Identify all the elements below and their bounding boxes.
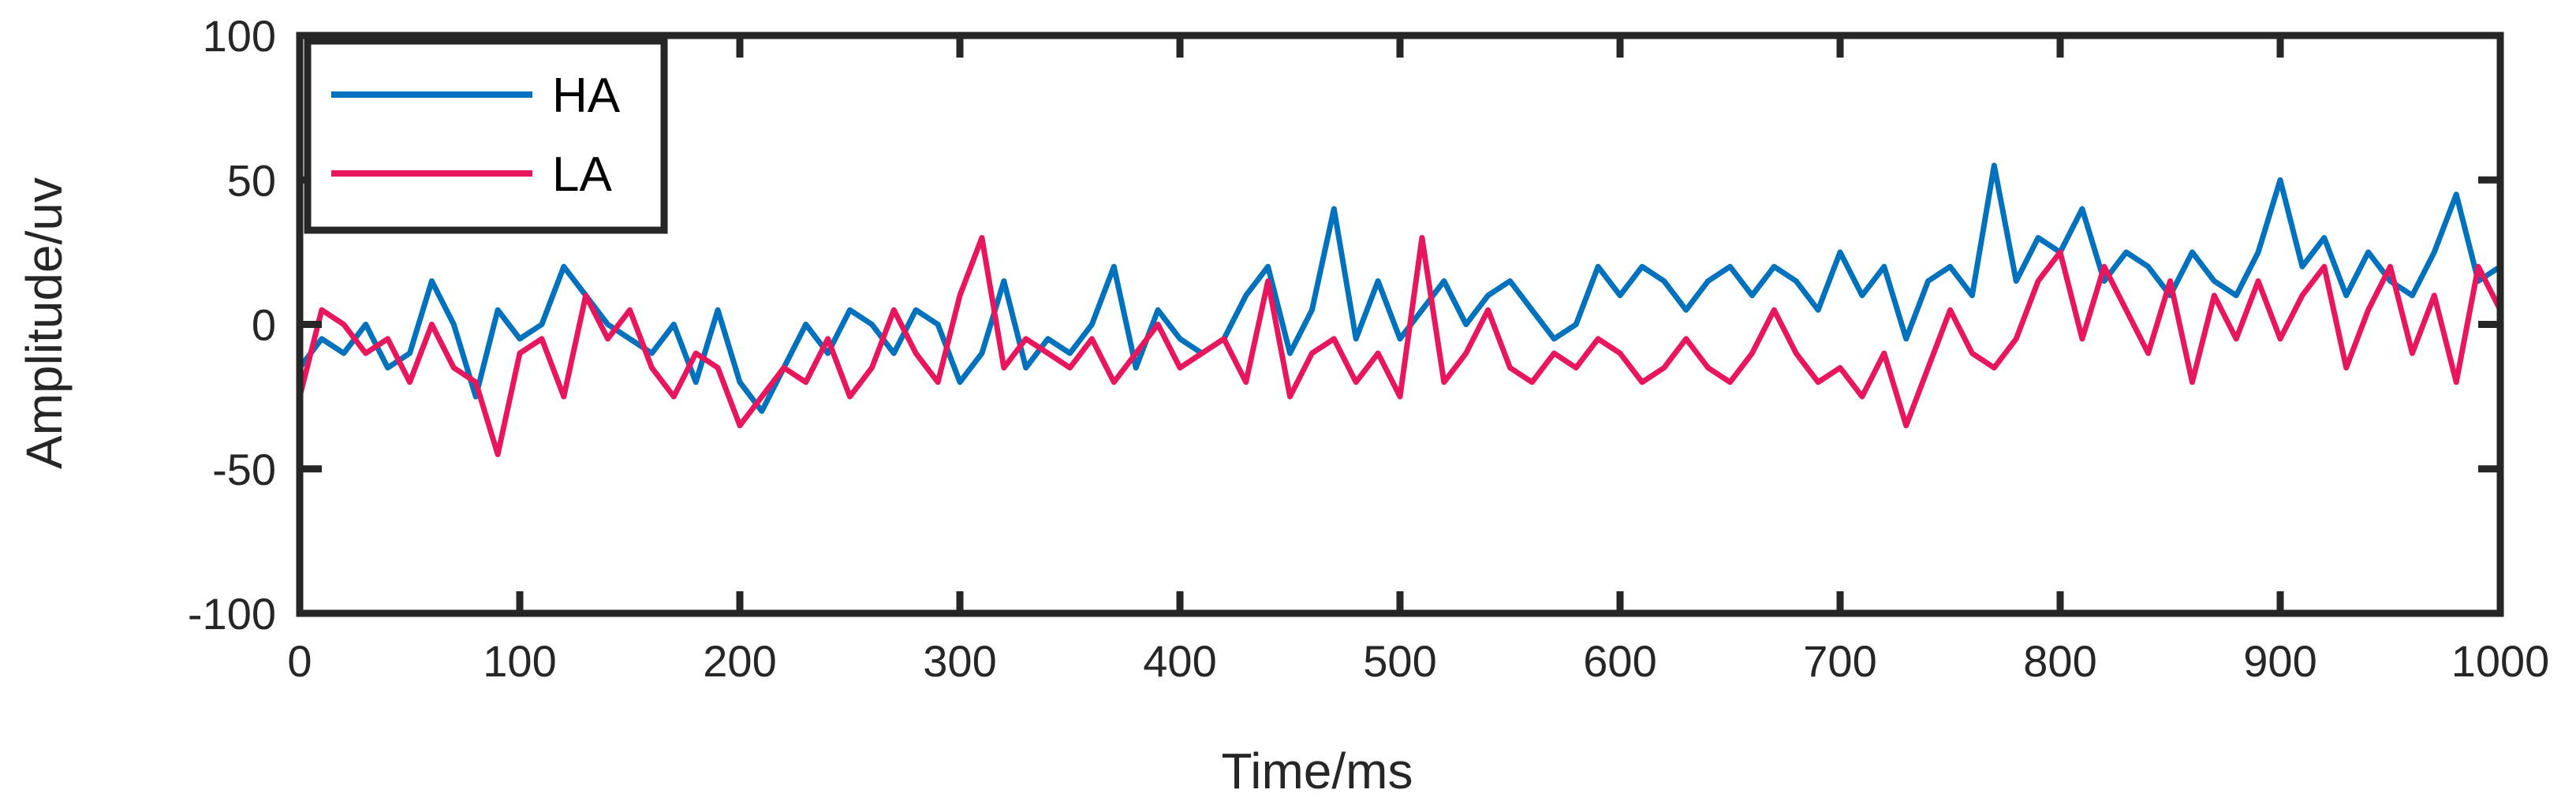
y-tick-label: 100 <box>203 11 276 61</box>
y-tick-label: -50 <box>212 445 276 494</box>
x-tick-label: 0 <box>287 636 312 686</box>
x-tick-label: 200 <box>703 636 776 686</box>
x-tick-label: 100 <box>483 636 556 686</box>
y-axis-label: Amplitude/uv <box>16 177 73 469</box>
y-tick-label: 50 <box>227 155 276 205</box>
y-tick-label: 0 <box>252 300 276 350</box>
x-axis-label: Time/ms <box>1222 743 1413 799</box>
x-tick-label: 700 <box>1803 636 1876 686</box>
x-tick-label: 800 <box>2023 636 2096 686</box>
x-tick-label: 400 <box>1143 636 1216 686</box>
legend-box <box>304 37 668 234</box>
series-line-la <box>300 235 2500 457</box>
series-line-ha <box>300 162 2500 414</box>
x-tick-label: 1000 <box>2451 636 2550 686</box>
legend-label-ha: HA <box>552 69 621 123</box>
legend: HA LA <box>304 37 668 234</box>
y-axis-ticks: 100 50 0 -50 -100 <box>188 11 2500 639</box>
x-tick-label: 300 <box>923 636 996 686</box>
x-tick-label: 600 <box>1583 636 1656 686</box>
legend-label-la: LA <box>552 147 612 202</box>
y-tick-label: -100 <box>188 589 276 639</box>
x-tick-label: 500 <box>1363 636 1436 686</box>
x-axis-ticks: 0 100 200 300 400 500 600 700 800 900 1000 <box>287 35 2549 686</box>
x-tick-label: 900 <box>2243 636 2317 686</box>
